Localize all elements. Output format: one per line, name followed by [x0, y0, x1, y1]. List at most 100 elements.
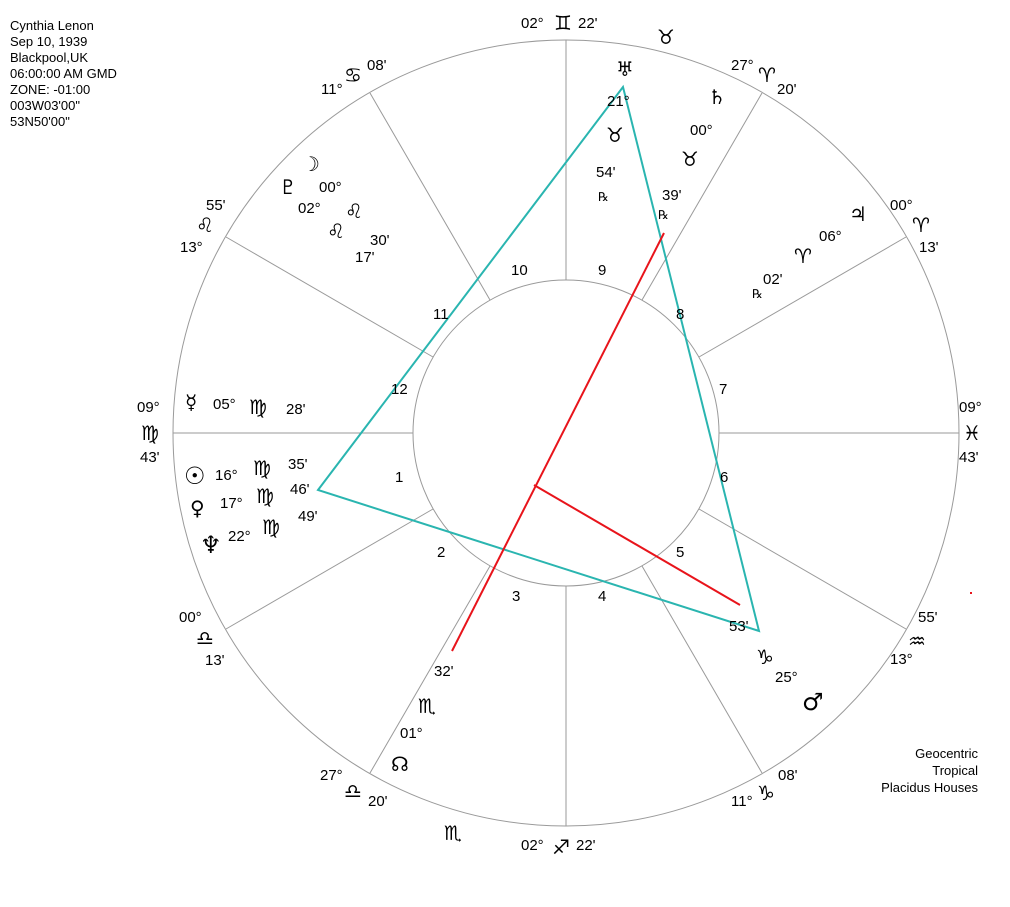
planet-minute: 32' [434, 663, 454, 680]
cusp-label-minute: 13' [919, 239, 939, 256]
pisces-icon: ♓ [963, 421, 981, 445]
time-zone: ZONE: -01:00 [10, 82, 91, 97]
grand-trine-aspect [316, 84, 761, 633]
planet-minute: 35' [288, 456, 308, 473]
system-house: Placidus Houses [881, 780, 978, 795]
cusp-label-minute: 20' [368, 793, 388, 810]
sun-icon: ☉ [184, 462, 206, 490]
planet-minute: 53' [729, 618, 749, 635]
virgo-icon: ♍ [249, 395, 267, 419]
house-number-6: 6 [720, 469, 728, 486]
jupiter-icon: ♃ [849, 202, 867, 226]
retrograde-icon: ℞ [752, 287, 763, 301]
cusp-label-minute: 13' [205, 652, 225, 669]
cusp-label-10: 02° ♊ 22' [521, 11, 598, 35]
scorpio-icon: ♏ [418, 694, 436, 718]
cusp-line-8 [698, 236, 907, 358]
cancer-icon: ♋ [344, 63, 362, 87]
house-number-10: 10 [511, 262, 528, 279]
planet-uranus: ♅ 21° ♉ 54' ℞ [596, 57, 634, 204]
planet-venus: ♀ 17° ♍ 46' [190, 481, 310, 520]
cusp-label-degree: 55' [918, 609, 938, 626]
sagittarius-icon: ♐ [552, 835, 570, 859]
inner-circle [412, 279, 720, 587]
cusp-label-1: 09° ♍ 43' [137, 399, 160, 466]
house-number-3: 3 [512, 588, 520, 605]
house-number-8: 8 [676, 306, 684, 323]
cusp-label-minute: 08' [367, 57, 387, 74]
retrograde-icon: ℞ [658, 208, 669, 222]
system-geocentric: Geocentric [915, 746, 978, 761]
cusp-label-degree: 02° [521, 15, 544, 32]
cusp-label-degree: 55' [206, 197, 226, 214]
opposition-aspect-line [451, 232, 665, 652]
planet-degree: 02° [298, 200, 321, 217]
planet-minute: 54' [596, 164, 616, 181]
cusp-label-degree: 09° [959, 399, 982, 416]
taurus-icon: ♉ [681, 147, 699, 171]
house-number-7: 7 [719, 381, 727, 398]
planet-minute: 39' [662, 187, 682, 204]
cusp-label-5: 11° ♑ 08' [731, 767, 798, 810]
pluto-icon: ♇ [279, 175, 297, 199]
leo-icon: ♌ [196, 213, 214, 237]
house-number-11: 11 [433, 306, 449, 323]
cusp-label-minute: 22' [578, 15, 598, 32]
planet-minute: 17' [355, 249, 375, 266]
cusp-label-8: 00° ♈ 13' [890, 197, 939, 256]
cusp-label-degree: 11° [321, 81, 343, 98]
north-node-icon: ☊ [391, 752, 409, 776]
planet-minute: 46' [290, 481, 310, 498]
planet-north-node: ☊ 01° ♏ 32' [391, 663, 454, 776]
leo-icon: ♌ [345, 199, 363, 223]
cusp-label-degree: 00° [179, 609, 202, 626]
planet-degree: 21° [607, 93, 630, 110]
taurus-icon: ♉ [657, 25, 675, 49]
scorpio-icon: ♏ [444, 821, 462, 845]
planet-degree: 05° [213, 396, 236, 413]
virgo-icon: ♍ [141, 421, 159, 445]
leo-icon: ♌ [327, 219, 345, 243]
wheel-structure [172, 39, 960, 827]
birth-time: 06:00:00 AM GMD [10, 66, 117, 81]
house-number-5: 5 [676, 544, 684, 561]
planet-pluto: ♇ 02° ♌ 17' [279, 175, 375, 266]
cusp-line-11 [369, 92, 491, 301]
system-tropical: Tropical [932, 763, 978, 778]
cusp-labels: 02° ♊ 22' 27° ♈ 20' 00° ♈ 13' 09° ♓ 43' … [137, 11, 982, 859]
planet-minute: 28' [286, 401, 306, 418]
planet-degree: 17° [220, 495, 243, 512]
cusp-label-11: 11° ♋ 08' [321, 57, 387, 98]
planet-degree: 01° [400, 725, 423, 742]
cusp-label-2: 00° ♎ 13' [179, 609, 225, 669]
longitude: 003W03'00" [10, 98, 80, 113]
cusp-label-degree: 09° [137, 399, 160, 416]
birth-date: Sep 10, 1939 [10, 34, 88, 49]
house-number-9: 9 [598, 262, 606, 279]
cusp-label-minute: 43' [959, 449, 979, 466]
aries-icon: ♈ [758, 63, 776, 87]
planet-degree: 00° [319, 179, 342, 196]
cusp-label-3: 27° ♎ 20' [320, 767, 388, 810]
cusp-label-degree: 27° [731, 57, 754, 74]
chart-info-block: Cynthia Lenon Sep 10, 1939 Blackpool,UK … [10, 18, 117, 130]
cusp-label-minute: 13° [180, 239, 203, 256]
gemini-icon: ♊ [554, 11, 572, 35]
cusp-label-minute: 20' [777, 81, 797, 98]
planet-jupiter: ♃ 06° ♈ 02' ℞ [752, 202, 867, 301]
libra-icon: ♎ [196, 626, 214, 650]
cusp-label-7: 09° ♓ 43' [959, 399, 982, 466]
neptune-icon: ♆ [200, 531, 222, 559]
house-number-1: 1 [395, 469, 403, 486]
cusp-label-minute: 22' [576, 837, 596, 854]
cusp-line-6 [698, 508, 907, 630]
virgo-icon: ♍ [253, 456, 271, 480]
planet-minute: 30' [370, 232, 390, 249]
house-numbers: 10 9 11 8 12 7 1 6 2 5 3 4 [391, 262, 728, 605]
saturn-icon: ♄ [708, 85, 726, 109]
retrograde-icon: ℞ [598, 190, 609, 204]
latitude: 53N50'00" [10, 114, 70, 129]
birth-place: Blackpool,UK [10, 50, 89, 65]
planet-degree: 16° [215, 467, 238, 484]
